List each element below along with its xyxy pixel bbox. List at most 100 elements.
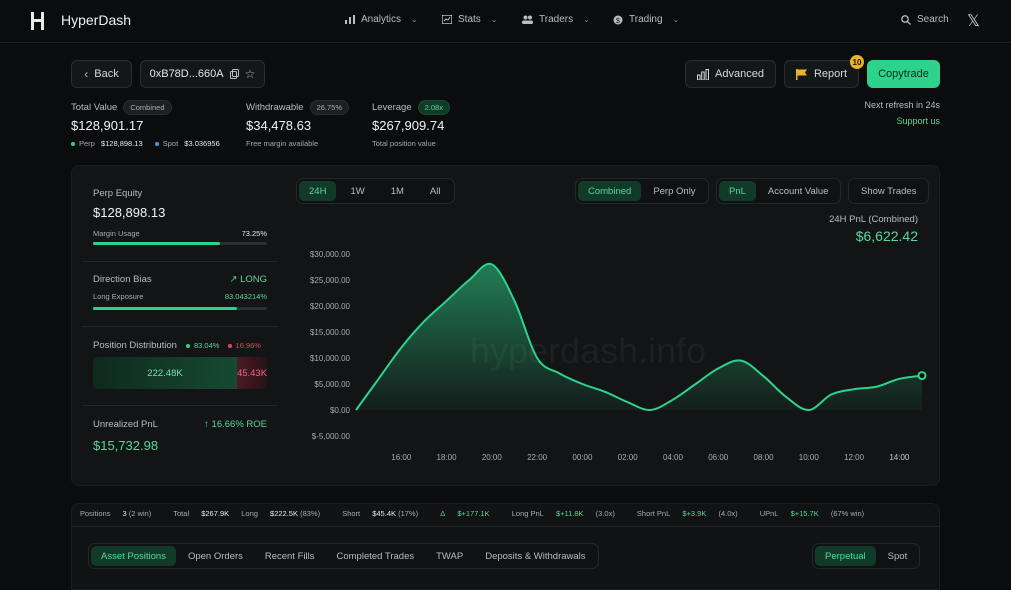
short-value: $45.4K [372, 509, 396, 518]
support-link[interactable]: Support us [896, 116, 940, 126]
back-label: Back [94, 68, 119, 80]
metric-pnl[interactable]: PnL [719, 181, 756, 201]
short-label: Short [342, 509, 361, 518]
x-tick-label: 04:00 [663, 453, 684, 462]
divider [82, 405, 278, 406]
nav-stats[interactable]: Stats ⌄ [442, 14, 498, 25]
long-dot [186, 344, 190, 349]
y-tick-label: $10,000.00 [310, 354, 351, 363]
timeframe-all[interactable]: All [429, 185, 441, 197]
nav-traders[interactable]: Traders ⌄ [522, 14, 590, 25]
nav-trading-label: Trading [629, 14, 663, 25]
tab-open-orders[interactable]: Open Orders [187, 550, 243, 562]
search-label: Search [917, 14, 949, 25]
margin-usage-label: Margin Usage [93, 229, 140, 238]
search-button[interactable]: Search [901, 14, 949, 25]
tab-perpetual[interactable]: Perpetual [815, 546, 876, 566]
leverage-pill: 2.08x [417, 100, 450, 115]
x-tick-label: 18:00 [437, 453, 458, 462]
long-pct: 83.04% [194, 341, 220, 350]
timeframe-1m[interactable]: 1M [390, 185, 404, 197]
positions-count: 3 [122, 509, 127, 518]
trend-up-icon: ↗ [229, 274, 238, 285]
x-social-icon[interactable]: 𝕏 [967, 13, 980, 30]
report-button[interactable]: Report [784, 60, 859, 88]
leverage-label-text: Leverage [372, 102, 412, 113]
nav-trading[interactable]: $ Trading ⌄ [613, 14, 679, 25]
long-exposure-fill [93, 307, 238, 310]
short-distribution-bar: 45.43K [237, 357, 267, 389]
pnl-caption: 24H PnL (Combined) [829, 214, 918, 225]
nav-stats-label: Stats [458, 14, 481, 25]
copy-icon[interactable] [229, 69, 239, 79]
x-tick-label: 14:00 [889, 453, 910, 462]
stats-icon [442, 15, 452, 24]
margin-usage-fill [93, 242, 221, 245]
withdrawable-pill: 26.75% [309, 100, 349, 115]
x-tick-label: 08:00 [754, 453, 775, 462]
tab-asset-positions[interactable]: Asset Positions [91, 546, 176, 566]
hyperdash-logo[interactable] [30, 11, 48, 31]
long-exposure-label: Long Exposure [93, 292, 144, 301]
advanced-button[interactable]: Advanced [685, 60, 776, 88]
tab-twap[interactable]: TWAP [436, 550, 464, 562]
upnl-value: $+15.7K [790, 509, 819, 518]
report-count-badge: 10 [850, 55, 864, 69]
y-tick-label: $25,000.00 [310, 276, 351, 285]
direction-bias-text: LONG [240, 274, 267, 285]
address-text: 0xB78D...660A [149, 68, 224, 80]
short-pnl-value: $+3.9K [682, 509, 707, 518]
chevron-down-icon: ⌄ [672, 15, 680, 24]
x-tick-label: 02:00 [618, 453, 639, 462]
tab-spot[interactable]: Spot [887, 550, 908, 562]
copytrade-button[interactable]: Copytrade [867, 60, 940, 88]
positions-tabs: Asset Positions Open Orders Recent Fills… [88, 543, 599, 569]
tab-completed-trades[interactable]: Completed Trades [336, 550, 415, 562]
metric-account-value[interactable]: Account Value [767, 185, 829, 197]
y-tick-label: $0.00 [330, 406, 351, 415]
long-pnl-label: Long PnL [511, 509, 544, 518]
perp-equity-value: $128,898.13 [93, 205, 166, 220]
flag-icon [795, 68, 807, 80]
app-title: HyperDash [61, 12, 132, 28]
back-button[interactable]: ‹ Back [71, 60, 132, 88]
show-trades-toggle[interactable]: Show Trades [848, 178, 930, 204]
show-trades-label[interactable]: Show Trades [861, 185, 917, 197]
market-tabs: Perpetual Spot [812, 543, 921, 569]
x-tick-label: 22:00 [527, 453, 548, 462]
bar-chart-icon [697, 68, 710, 80]
users-icon [522, 15, 533, 24]
bar-chart-icon [345, 15, 355, 24]
timeframe-selector: 24H 1W 1M All [296, 178, 456, 204]
chevron-down-icon: ⌄ [583, 15, 590, 24]
x-tick-label: 14:00 [889, 453, 910, 462]
y-tick-label: $15,000.00 [310, 328, 351, 337]
short-pnl-x: (4.0x) [718, 509, 738, 518]
long-pnl-value: $+11.8K [555, 509, 584, 518]
scope-perp-only[interactable]: Perp Only [653, 185, 696, 197]
tab-recent-fills[interactable]: Recent Fills [264, 550, 315, 562]
timeframe-1w[interactable]: 1W [350, 185, 365, 197]
scope-combined[interactable]: Combined [578, 181, 642, 201]
copytrade-label: Copytrade [878, 68, 929, 80]
nav-traders-label: Traders [539, 14, 574, 25]
chevron-down-icon: ⌄ [490, 15, 498, 24]
star-icon[interactable]: ☆ [244, 67, 256, 81]
spot-dot [154, 142, 159, 147]
y-tick-label: $-5,000.00 [312, 432, 351, 441]
x-tick-label: 10:00 [799, 453, 820, 462]
roe-text: 16.66% ROE [211, 419, 267, 430]
search-icon [901, 14, 911, 25]
nav-analytics-label: Analytics [361, 14, 402, 25]
unrealized-pnl-label: Unrealized PnL [93, 419, 158, 430]
tab-deposits-withdrawals[interactable]: Deposits & Withdrawals [485, 550, 586, 562]
top-bar: HyperDash Analytics ⌄ Stats ⌄ Traders ⌄ … [0, 0, 1011, 43]
pnl-chart[interactable]: $30,000.00 $25,000.00 $20,000.00 $15,000.00… [296, 240, 936, 470]
x-tick-label: 20:00 [482, 453, 503, 462]
total-value-label: Total Value Combined [71, 100, 172, 115]
nav-analytics[interactable]: Analytics ⌄ [345, 14, 418, 25]
address-chip[interactable]: 0xB78D...660A ☆ [140, 60, 265, 88]
distribution-legend: 83.04% 16.96% [186, 341, 261, 350]
svg-text:$: $ [616, 18, 620, 25]
timeframe-24h[interactable]: 24H [299, 181, 337, 201]
